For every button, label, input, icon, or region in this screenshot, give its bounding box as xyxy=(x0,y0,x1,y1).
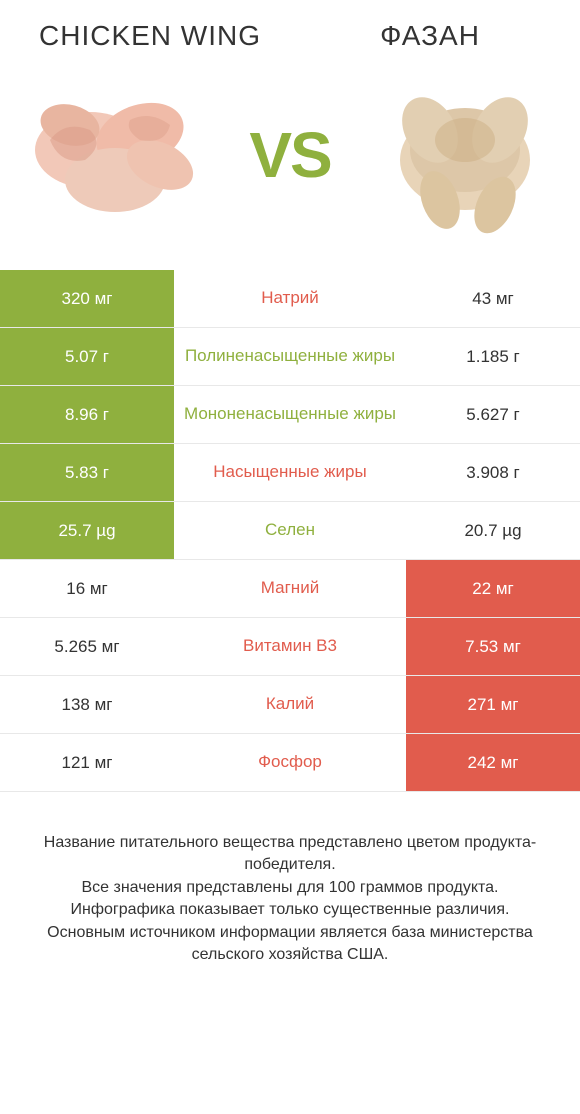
vs-label: VS xyxy=(249,118,330,192)
table-row: 320 мгНатрий43 мг xyxy=(0,270,580,328)
left-value-cell: 5.265 мг xyxy=(0,618,174,675)
left-value-cell: 138 мг xyxy=(0,676,174,733)
table-row: 16 мгМагний22 мг xyxy=(0,560,580,618)
footnote-line: Инфографика показывает только существенн… xyxy=(15,899,565,921)
nutrient-label: Магний xyxy=(174,560,406,617)
table-row: 25.7 µgСелен20.7 µg xyxy=(0,502,580,560)
right-value-cell: 242 мг xyxy=(406,734,580,791)
table-row: 5.83 гНасыщенные жиры3.908 г xyxy=(0,444,580,502)
left-value-cell: 25.7 µg xyxy=(0,502,174,559)
nutrient-label: Мононенасыщенные жиры xyxy=(174,386,406,443)
nutrient-label: Полиненасыщенные жиры xyxy=(174,328,406,385)
nutrient-label: Селен xyxy=(174,502,406,559)
table-row: 138 мгКалий271 мг xyxy=(0,676,580,734)
footnote: Название питательного вещества представл… xyxy=(0,792,580,986)
footnote-line: Все значения представлены для 100 граммо… xyxy=(15,877,565,899)
nutrient-label: Калий xyxy=(174,676,406,733)
right-value-cell: 5.627 г xyxy=(406,386,580,443)
table-row: 5.265 мгВитамин B37.53 мг xyxy=(0,618,580,676)
nutrient-label: Насыщенные жиры xyxy=(174,444,406,501)
right-value-cell: 1.185 г xyxy=(406,328,580,385)
left-value-cell: 320 мг xyxy=(0,270,174,327)
left-value-cell: 5.83 г xyxy=(0,444,174,501)
right-value-cell: 22 мг xyxy=(406,560,580,617)
nutrient-label: Натрий xyxy=(174,270,406,327)
left-product-title: CHICKEN WING xyxy=(24,20,276,52)
chicken-wing-image xyxy=(20,70,210,240)
images-row: VS xyxy=(0,60,580,270)
left-value-cell: 16 мг xyxy=(0,560,174,617)
right-value-cell: 20.7 µg xyxy=(406,502,580,559)
right-product-title: ФАЗАН xyxy=(304,20,556,52)
table-row: 121 мгФосфор242 мг xyxy=(0,734,580,792)
footnote-line: Основным источником информации является … xyxy=(15,922,565,967)
right-value-cell: 43 мг xyxy=(406,270,580,327)
nutrition-table: 320 мгНатрий43 мг5.07 гПолиненасыщенные … xyxy=(0,270,580,792)
left-value-cell: 5.07 г xyxy=(0,328,174,385)
right-value-cell: 3.908 г xyxy=(406,444,580,501)
footnote-line: Название питательного вещества представл… xyxy=(15,832,565,877)
pheasant-image xyxy=(370,70,560,240)
header-titles: CHICKEN WING ФАЗАН xyxy=(0,0,580,60)
nutrient-label: Фосфор xyxy=(174,734,406,791)
table-row: 8.96 гМононенасыщенные жиры5.627 г xyxy=(0,386,580,444)
right-value-cell: 7.53 мг xyxy=(406,618,580,675)
nutrient-label: Витамин B3 xyxy=(174,618,406,675)
table-row: 5.07 гПолиненасыщенные жиры1.185 г xyxy=(0,328,580,386)
left-value-cell: 121 мг xyxy=(0,734,174,791)
left-value-cell: 8.96 г xyxy=(0,386,174,443)
right-value-cell: 271 мг xyxy=(406,676,580,733)
